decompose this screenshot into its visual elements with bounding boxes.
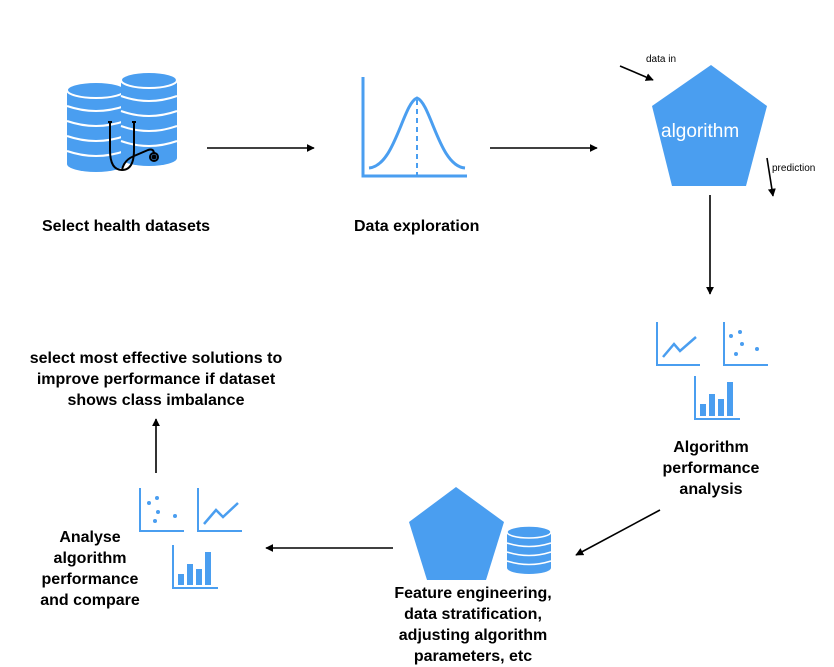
database-right-icon <box>120 71 178 166</box>
stethoscope-icon <box>108 121 159 172</box>
bar-chart-icon <box>172 545 218 589</box>
line-chart-icon <box>656 322 700 366</box>
algorithm-performance-analysis-label: Algorithm performance analysis <box>650 437 772 500</box>
label-line: and compare <box>40 592 140 609</box>
arrow-prediction <box>766 157 776 197</box>
label-line: shows class imbalance <box>67 392 245 409</box>
label-line: Analyse <box>59 529 121 546</box>
feature-engineering-label: Feature engineering, data stratification… <box>380 583 566 667</box>
label-line: algorithm <box>53 550 127 567</box>
scatter-chart-icon <box>723 322 768 366</box>
label-line: adjusting algorithm <box>398 627 548 644</box>
select-health-datasets-label: Select health datasets <box>42 218 211 235</box>
data-in-label: data in <box>646 54 677 65</box>
flow-arrows <box>152 65 776 556</box>
charts-icon <box>656 322 768 420</box>
arrow-data-in <box>619 65 654 81</box>
scatter-chart-icon <box>139 488 184 532</box>
label-line: performance <box>41 571 139 588</box>
label-line: select most effective solutions to <box>29 350 283 367</box>
small-database-icon <box>506 525 552 574</box>
algorithm-pentagon-icon <box>652 65 767 186</box>
label-line: Algorithm <box>673 439 749 456</box>
analyse-compare-label: Analyse algorithm performance and compar… <box>20 527 160 611</box>
bell-curve-icon <box>361 77 467 178</box>
charts-icon <box>139 488 242 589</box>
database-left-icon <box>66 81 126 172</box>
label-line: Feature engineering, <box>394 585 552 602</box>
label-line: parameters, etc <box>413 648 533 665</box>
arrow-analysis-to-feature <box>575 509 661 556</box>
data-exploration-label: Data exploration <box>354 218 480 235</box>
label-line: performance <box>662 460 760 477</box>
pentagon-database-icon <box>409 487 552 580</box>
label-line: analysis <box>679 481 743 498</box>
label-line: improve performance if dataset <box>36 371 276 388</box>
database-stethoscope-icon <box>66 71 178 172</box>
line-chart-icon <box>197 488 242 532</box>
prediction-label: prediction <box>772 163 816 174</box>
feature-pentagon-icon <box>409 487 504 580</box>
bar-chart-icon <box>694 376 740 420</box>
select-solutions-label: select most effective solutions to impro… <box>16 348 296 411</box>
label-line: data stratification, <box>404 606 542 623</box>
algorithm-label: algorithm <box>661 121 740 142</box>
